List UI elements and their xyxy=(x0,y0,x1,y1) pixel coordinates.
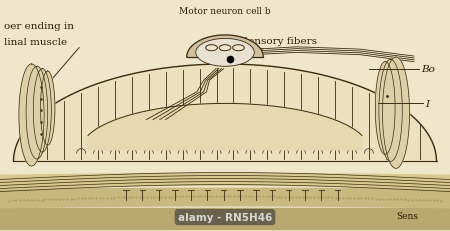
Text: alamy - RN5H46: alamy - RN5H46 xyxy=(178,212,272,222)
Polygon shape xyxy=(19,65,44,166)
Circle shape xyxy=(233,46,244,52)
Text: linal muscle: linal muscle xyxy=(4,38,68,47)
Circle shape xyxy=(219,46,231,52)
Polygon shape xyxy=(187,36,263,58)
Ellipse shape xyxy=(196,39,254,67)
Text: Bo: Bo xyxy=(421,65,435,74)
Polygon shape xyxy=(88,104,362,150)
Polygon shape xyxy=(40,72,55,146)
Polygon shape xyxy=(14,65,436,162)
Polygon shape xyxy=(379,60,402,162)
Text: Sensory fibers: Sensory fibers xyxy=(241,37,317,46)
Polygon shape xyxy=(375,62,395,155)
Text: Sens: Sens xyxy=(396,212,418,220)
Text: I: I xyxy=(425,100,429,108)
Text: Motor neuron cell b: Motor neuron cell b xyxy=(179,7,271,16)
Polygon shape xyxy=(26,67,48,159)
Circle shape xyxy=(206,46,217,52)
Text: oer ending in: oer ending in xyxy=(4,22,75,31)
Polygon shape xyxy=(33,69,51,152)
Polygon shape xyxy=(382,58,410,169)
